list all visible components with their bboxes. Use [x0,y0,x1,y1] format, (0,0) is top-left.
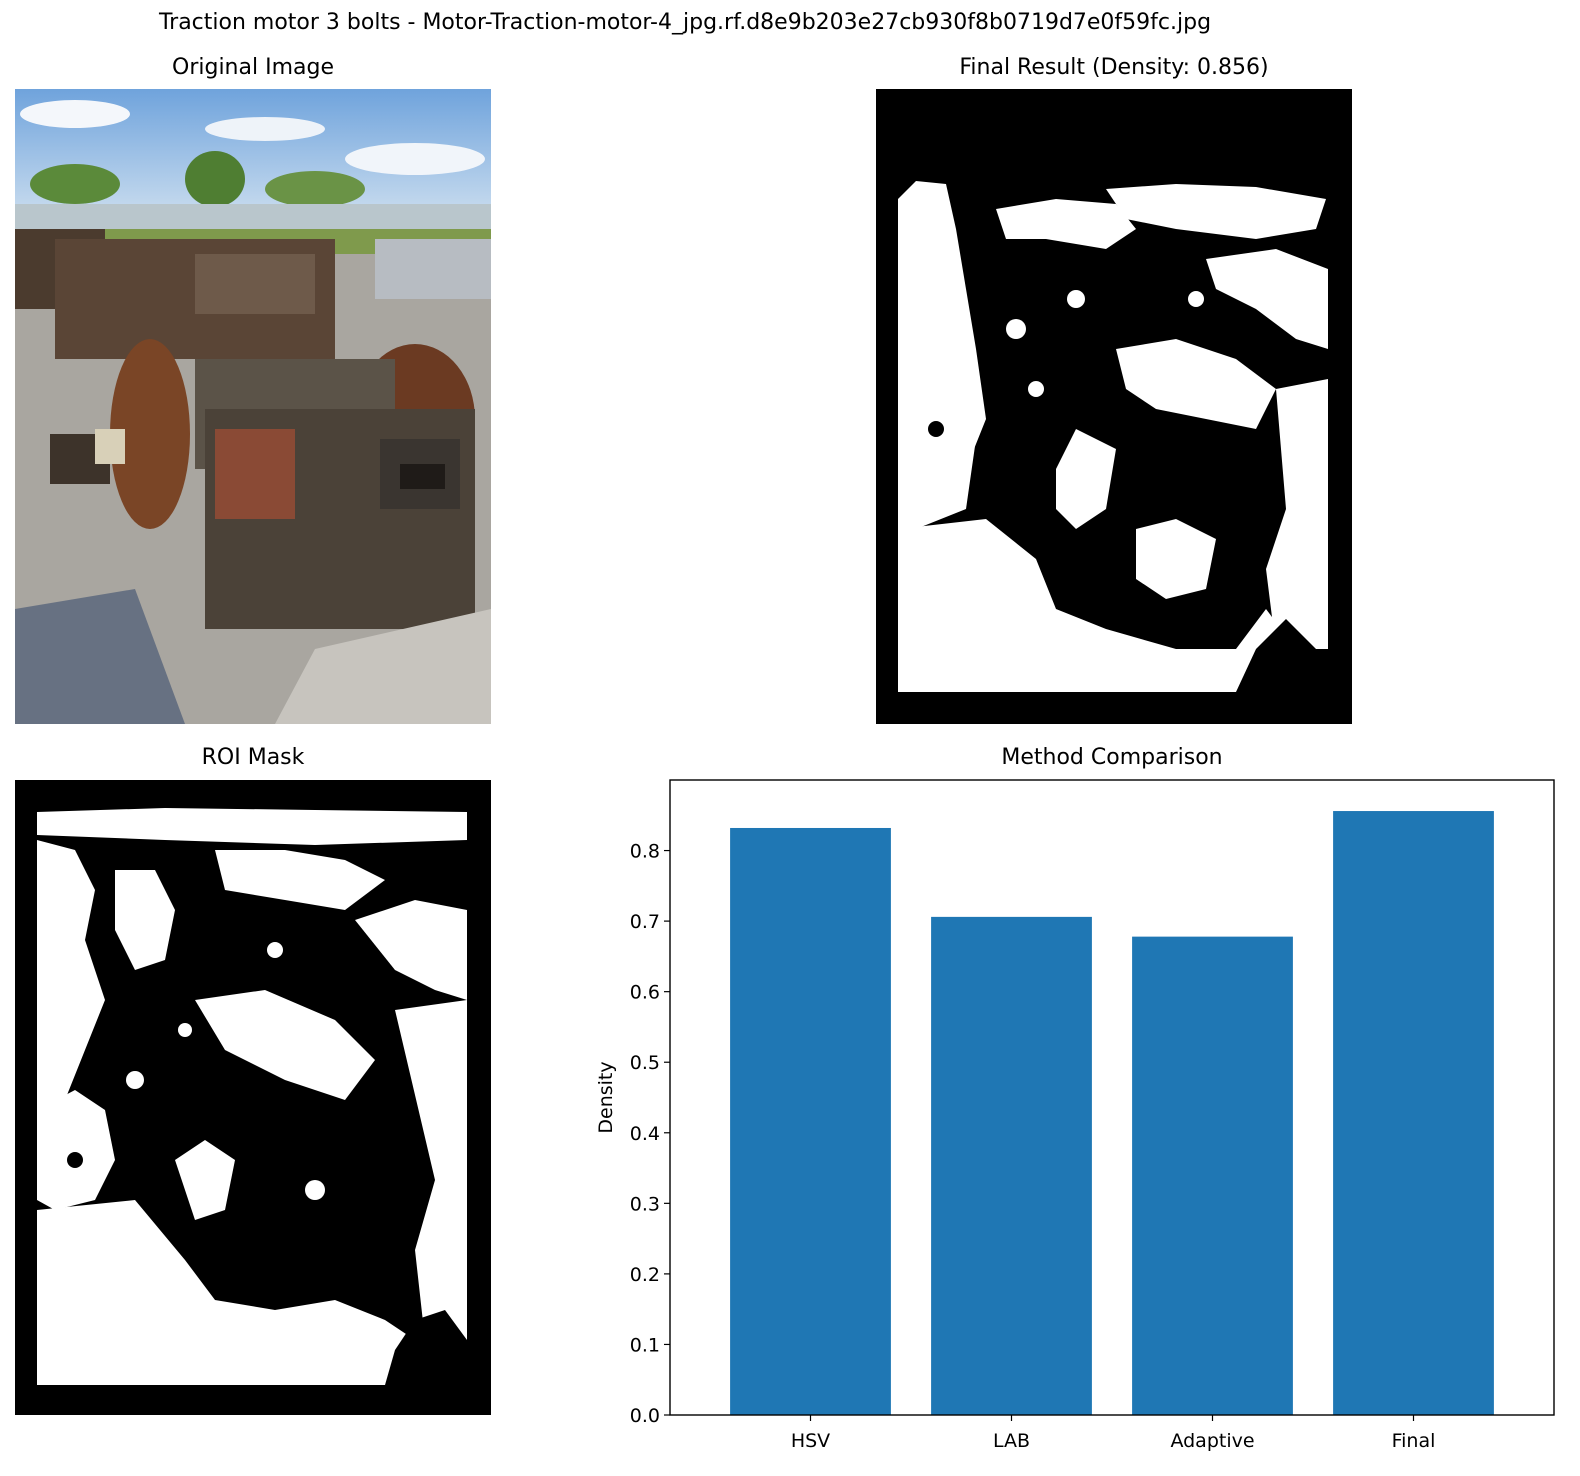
original-image [15,89,491,724]
y-axis-label: Density [595,1061,617,1133]
y-tick-label: 0.3 [630,1193,660,1215]
y-tick-label: 0.4 [630,1123,660,1145]
y-tick-label: 0.6 [630,982,660,1004]
x-tick-label: Adaptive [1170,1430,1254,1452]
figure-suptitle: Traction motor 3 bolts - Motor-Traction-… [158,10,1212,35]
x-tick-label: Final [1392,1430,1436,1452]
y-tick-label: 0.5 [630,1052,660,1074]
roi-mask [15,780,491,1415]
roi-mask-title: ROI Mask [201,745,305,770]
y-tick-label: 0.8 [630,841,660,863]
x-tick-label: HSV [791,1430,830,1452]
bar-lab [931,916,1092,1415]
chart-title: Method Comparison [1001,745,1223,770]
x-tick-label: LAB [993,1430,1030,1452]
final-result-mask [876,89,1352,724]
final-mask-illustration [876,89,1352,724]
roi-mask-illustration [15,780,491,1415]
y-tick-label: 0.1 [630,1334,660,1356]
bar-final [1333,811,1494,1415]
bar-adaptive [1132,936,1293,1415]
original-photo-illustration [15,89,491,724]
plot-frame [669,779,1555,1416]
final-result-title: Final Result (Density: 0.856) [959,55,1269,80]
y-tick-label: 0.0 [630,1405,660,1427]
bar-hsv [730,827,891,1415]
original-image-title: Original Image [172,55,334,80]
y-tick-label: 0.2 [630,1264,660,1286]
y-tick-label: 0.7 [630,911,660,933]
